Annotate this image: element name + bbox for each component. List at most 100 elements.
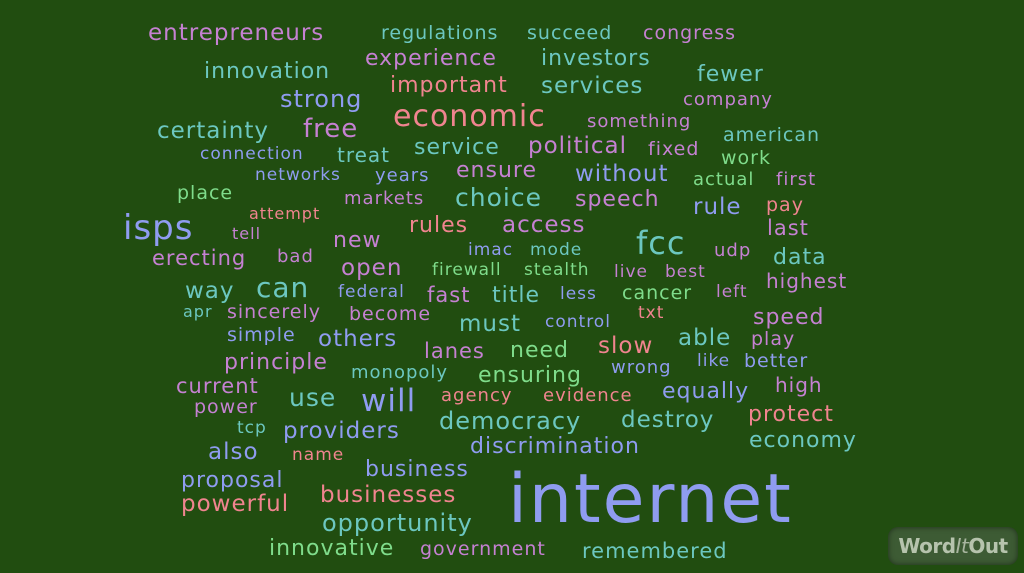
word: sincerely: [227, 301, 321, 323]
word: innovation: [204, 59, 331, 84]
word: speech: [575, 187, 660, 212]
word: slow: [598, 333, 654, 359]
word: able: [678, 325, 732, 351]
word: principle: [224, 350, 328, 375]
word: powerful: [181, 491, 290, 517]
word: equally: [662, 379, 750, 404]
word: congress: [643, 22, 737, 44]
logo-out: Out: [968, 534, 1008, 558]
word: must: [459, 311, 521, 337]
word: work: [721, 147, 771, 169]
word: firewall: [432, 260, 502, 280]
word: tell: [232, 224, 262, 243]
word: can: [256, 271, 310, 304]
word: apr: [183, 302, 213, 321]
word: cancer: [622, 282, 693, 304]
word: tcp: [237, 418, 267, 438]
word: wrong: [611, 357, 672, 378]
word: new: [333, 228, 382, 253]
word: networks: [255, 165, 341, 185]
word: political: [528, 133, 627, 159]
word: providers: [283, 418, 400, 444]
word: destroy: [621, 407, 715, 433]
word: isps: [123, 208, 194, 248]
word: first: [776, 169, 817, 190]
word: markets: [344, 188, 425, 209]
word: services: [541, 73, 644, 99]
word: free: [303, 114, 359, 144]
word: stealth: [524, 260, 590, 280]
word: like: [697, 351, 731, 371]
word: evidence: [543, 385, 633, 406]
wordItOut-logo: WordItOut: [888, 527, 1018, 565]
word: economic: [393, 99, 546, 134]
word: pay: [766, 194, 804, 216]
word: high: [775, 373, 823, 397]
word: proposal: [181, 468, 284, 493]
word: certainty: [157, 118, 269, 144]
word: ensure: [456, 158, 537, 183]
word: use: [289, 383, 337, 412]
word: simple: [227, 324, 296, 346]
word: discrimination: [470, 434, 640, 459]
word: fewer: [697, 62, 764, 87]
word: data: [773, 245, 827, 270]
word: highest: [766, 269, 848, 293]
word: speed: [753, 305, 825, 330]
word: left: [716, 282, 748, 302]
word: federal: [338, 282, 405, 302]
word: connection: [200, 144, 304, 164]
word: rules: [409, 213, 469, 238]
word: attempt: [249, 204, 321, 223]
word: access: [502, 212, 586, 238]
word: american: [723, 124, 821, 146]
word: entrepreneurs: [148, 20, 325, 46]
word: control: [545, 312, 611, 332]
word: rule: [693, 194, 742, 220]
word: play: [751, 328, 796, 350]
word: fast: [427, 283, 471, 307]
word: economy: [749, 428, 857, 453]
word: investors: [541, 46, 651, 71]
word: business: [365, 457, 469, 482]
word: company: [683, 89, 773, 110]
word: better: [744, 350, 809, 372]
word: experience: [365, 46, 497, 71]
word: live: [614, 262, 648, 282]
word: years: [375, 165, 430, 186]
word: others: [318, 326, 398, 352]
word: fixed: [648, 138, 700, 160]
word: power: [194, 396, 258, 418]
word: txt: [638, 303, 665, 323]
word: fcc: [636, 224, 686, 262]
word: imac: [468, 240, 514, 260]
word: strong: [280, 85, 363, 113]
word: become: [349, 303, 432, 325]
word: succeed: [527, 22, 613, 44]
word: democracy: [439, 407, 582, 435]
word: mode: [530, 240, 583, 260]
word: place: [177, 182, 234, 204]
word: important: [390, 73, 508, 98]
word: best: [665, 262, 706, 282]
word: way: [185, 278, 235, 304]
word: bad: [277, 246, 314, 267]
word: monopoly: [351, 362, 449, 383]
word: actual: [693, 169, 755, 190]
word: need: [510, 338, 569, 363]
word: current: [176, 374, 259, 398]
word: internet: [508, 460, 793, 539]
word: treat: [337, 143, 391, 167]
word: opportunity: [322, 509, 473, 537]
logo-it: It: [955, 534, 969, 558]
word: innovative: [269, 536, 395, 561]
logo-word: Word: [898, 534, 956, 558]
word: name: [292, 445, 345, 465]
word: without: [575, 161, 669, 187]
word: businesses: [320, 482, 457, 508]
word: will: [361, 383, 417, 419]
word: agency: [441, 385, 513, 406]
word: lanes: [424, 339, 485, 363]
word: open: [341, 255, 403, 281]
